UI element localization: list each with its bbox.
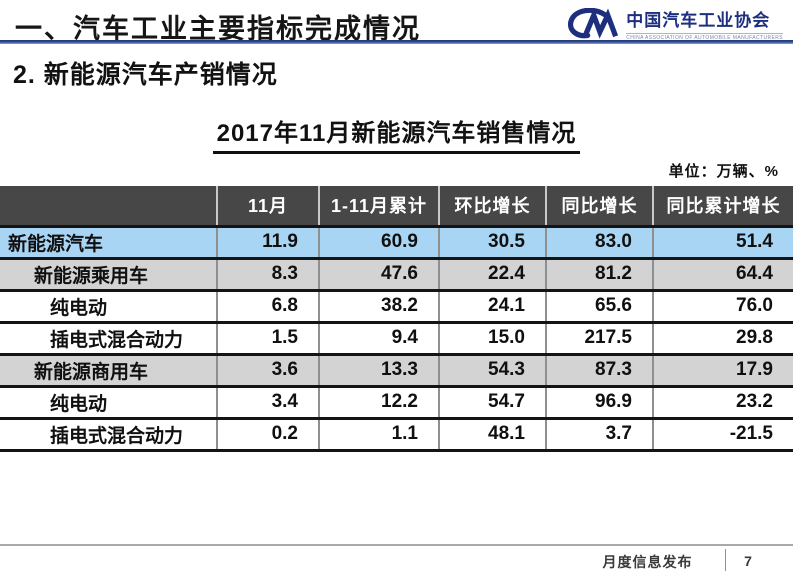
cell-value: 87.3 xyxy=(545,354,653,386)
cell-value: 60.9 xyxy=(318,226,439,258)
logo-org-name-en: CHINA ASSOCIATION OF AUTOMOBILE MANUFACT… xyxy=(626,33,783,41)
unit-note: 单位：万辆、% xyxy=(668,163,779,180)
cell-value: 15.0 xyxy=(438,322,546,354)
row-label: 新能源乘用车 xyxy=(34,265,149,287)
row-label: 插电式混合动力 xyxy=(50,329,184,351)
caam-logo-icon xyxy=(568,8,619,39)
row-label: 纯电动 xyxy=(50,297,108,319)
cell-value: 54.3 xyxy=(438,354,546,386)
row-label: 新能源商用车 xyxy=(34,361,149,383)
table-row: 新能源乘用车 8.3 47.6 22.4 81.2 64.4 xyxy=(0,258,793,290)
column-header: 1-11月累计 xyxy=(318,186,439,226)
table-row: 新能源商用车 3.6 13.3 54.3 87.3 17.9 xyxy=(0,354,793,386)
cell-value: 217.5 xyxy=(545,322,653,354)
column-header: 11月 xyxy=(216,186,319,226)
cell-value: 51.4 xyxy=(652,226,793,258)
caam-logo: 中国汽车工业协会 CHINA ASSOCIATION OF AUTOMOBILE… xyxy=(564,6,783,41)
cell-value: 24.1 xyxy=(438,290,546,322)
cell-value: 38.2 xyxy=(318,290,439,322)
cell-value: 22.4 xyxy=(438,258,546,290)
header-divider xyxy=(0,40,793,44)
cell-value: 47.6 xyxy=(318,258,439,290)
row-label: 插电式混合动力 xyxy=(50,425,184,447)
cell-value: 96.9 xyxy=(545,386,653,418)
table-title-wrap: 2017年11月新能源汽车销售情况 xyxy=(0,113,793,154)
cell-value: 0.2 xyxy=(216,418,319,450)
table-title: 2017年11月新能源汽车销售情况 xyxy=(212,113,581,154)
table-row: 纯电动 3.4 12.2 54.7 96.9 23.2 xyxy=(0,386,793,418)
column-header xyxy=(0,186,217,226)
cell-value: 13.3 xyxy=(318,354,439,386)
column-header: 环比增长 xyxy=(438,186,546,226)
cell-value: -21.5 xyxy=(652,418,793,450)
cell-value: 23.2 xyxy=(652,386,793,418)
cell-value: 11.9 xyxy=(216,226,319,258)
cell-value: 83.0 xyxy=(545,226,653,258)
row-label: 新能源汽车 xyxy=(8,233,104,255)
cell-value: 29.8 xyxy=(652,322,793,354)
cell-value: 48.1 xyxy=(438,418,546,450)
cell-value: 9.4 xyxy=(318,322,439,354)
footer-divider xyxy=(0,544,793,546)
table-row: 插电式混合动力 0.2 1.1 48.1 3.7 -21.5 xyxy=(0,418,793,450)
cell-value: 76.0 xyxy=(652,290,793,322)
footer-separator xyxy=(725,549,726,571)
page-title: 一、汽车工业主要指标完成情况 xyxy=(15,14,421,44)
table-row: 插电式混合动力 1.5 9.4 15.0 217.5 29.8 xyxy=(0,322,793,354)
cell-value: 17.9 xyxy=(652,354,793,386)
sales-table: 11月 1-11月累计 环比增长 同比增长 同比累计增长 新能源汽车 11.9 60.9 30… xyxy=(0,186,793,452)
cell-value: 65.6 xyxy=(545,290,653,322)
cell-value: 64.4 xyxy=(652,258,793,290)
cell-value: 81.2 xyxy=(545,258,653,290)
section-title: 2. 新能源汽车产销情况 xyxy=(13,61,278,89)
cell-value: 30.5 xyxy=(438,226,546,258)
cell-value: 1.1 xyxy=(318,418,439,450)
cell-value: 12.2 xyxy=(318,386,439,418)
column-header: 同比累计增长 xyxy=(652,186,793,226)
cell-value: 3.6 xyxy=(216,354,319,386)
column-header: 同比增长 xyxy=(545,186,653,226)
table-row: 新能源汽车 11.9 60.9 30.5 83.0 51.4 xyxy=(0,226,793,258)
cell-value: 3.4 xyxy=(216,386,319,418)
table-header-row: 11月 1-11月累计 环比增长 同比增长 同比累计增长 xyxy=(0,186,793,226)
page-number: 7 xyxy=(744,553,752,569)
table-row: 纯电动 6.8 38.2 24.1 65.6 76.0 xyxy=(0,290,793,322)
row-label: 纯电动 xyxy=(50,393,108,415)
logo-org-name: 中国汽车工业协会 xyxy=(626,11,771,30)
cell-value: 3.7 xyxy=(545,418,653,450)
footer-label: 月度信息发布 xyxy=(602,554,693,570)
cell-value: 54.7 xyxy=(438,386,546,418)
cell-value: 8.3 xyxy=(216,258,319,290)
cell-value: 1.5 xyxy=(216,322,319,354)
cell-value: 6.8 xyxy=(216,290,319,322)
caam-logo-text: 中国汽车工业协会 CHINA ASSOCIATION OF AUTOMOBILE… xyxy=(626,6,783,41)
